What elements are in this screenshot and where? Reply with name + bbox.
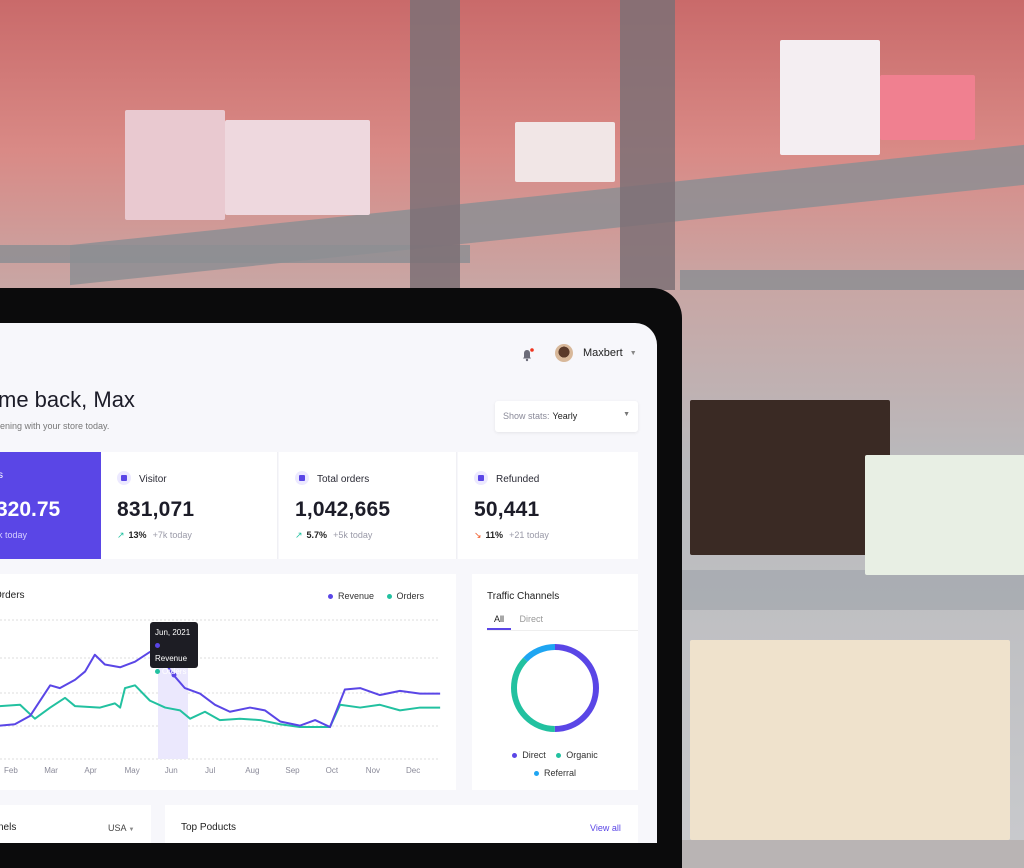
x-tick-label: Jul [205,766,216,775]
trend-up-icon: ↗ [117,530,125,540]
hover-point [171,672,177,678]
chevron-down-icon: ▼ [623,411,630,418]
chevron-down-icon: ▼ [128,827,135,833]
channels-card [0,805,151,843]
traffic-title: Traffic Channels [487,591,560,602]
stat-card-sales: s 320.75 k today [0,452,101,559]
dashboard-screen: Maxbert ▼ me back, Max ening with your s… [0,323,657,843]
stat-card-total-orders: Total orders 1,042,665 ↗ 5.7% +5k today [279,452,457,559]
x-tick-label: Aug [245,766,260,775]
chart-tooltip: Jun, 2021 Revenue Orders [150,622,198,676]
channels-title: nels [0,822,17,833]
donut-legend: Direct Organic Referral [472,746,638,782]
donut-slice-organic [511,644,599,732]
traffic-channels-card [472,574,638,790]
welcome-subtitle: ening with your store today. [0,421,110,431]
donut-slice-referral [511,644,599,732]
x-tick-label: Nov [365,766,381,775]
legend-orders[interactable]: Orders [386,591,424,601]
tab-all[interactable]: All [487,614,512,630]
refund-icon [474,470,488,485]
x-tick-label: Apr [84,766,97,775]
x-tick-label: Mar [44,766,58,775]
country-dropdown[interactable]: USA ▼ [108,823,135,833]
series-line-revenue [0,650,441,729]
stat-card-refunded: Refunded 50,441 ↘ 11% +21 today [458,452,638,559]
revenue-orders-chart-card [0,574,456,790]
traffic-donut-chart [511,644,599,732]
orders-icon [295,470,309,485]
chart-legend: Revenue Orders [328,591,424,601]
visitor-icon [117,470,131,485]
legend-revenue[interactable]: Revenue [328,591,374,601]
series-line-orders [0,684,441,729]
user-name: Maxbert [583,347,623,359]
bell-icon [523,348,534,362]
screen-overlay: Orders Revenue Orders Feb Mar Apr May Jun Jul… [0,323,657,840]
x-tick-label: Oct [325,766,339,775]
x-tick-label: Feb [4,766,18,775]
show-stats-dropdown[interactable]: Show stats: Yearly ▼ [495,401,638,432]
trend-down-icon: ↘ [474,530,482,540]
trend-up-icon: ↗ [295,530,303,540]
x-tick-label: Jun [164,766,178,775]
user-avatar [555,344,573,362]
welcome-title: me back, Max [0,387,135,412]
tab-direct[interactable]: Direct [519,614,544,624]
chart-title: Orders [0,590,25,601]
stat-card-visitor: Visitor 831,071 ↗ 13% +7k today [101,452,278,559]
x-tick-label: May [124,766,140,775]
top-products-card [165,805,638,843]
x-tick-label: Dec [406,766,421,775]
x-tick-label: Sep [285,766,300,775]
view-all-link[interactable]: View all [590,823,621,833]
notification-button[interactable] [520,348,534,362]
top-products-title: Top Poducts [181,822,237,833]
chevron-down-icon: ▼ [629,349,637,357]
user-menu[interactable]: Maxbert ▼ [555,344,637,362]
line-chart [0,619,441,760]
